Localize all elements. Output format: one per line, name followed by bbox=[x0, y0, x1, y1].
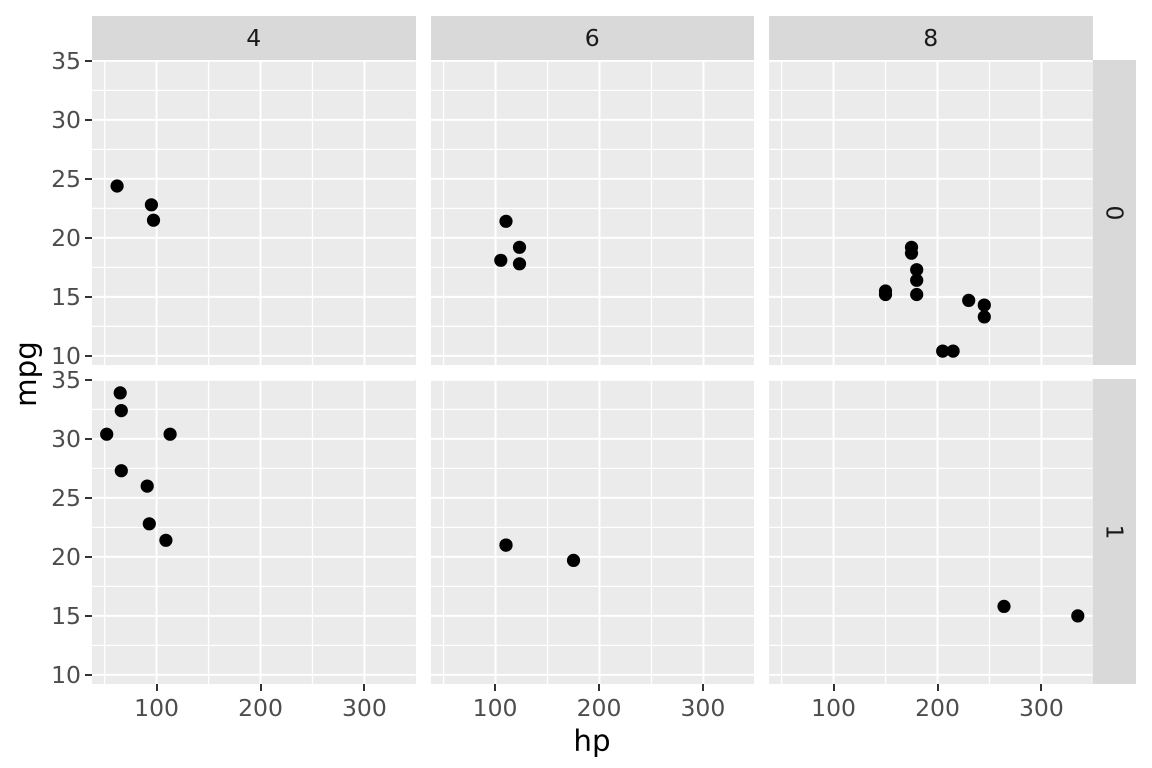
y-tick-mark bbox=[85, 177, 92, 180]
y-tick-label: 15 bbox=[51, 601, 81, 630]
x-tick-label: 300 bbox=[680, 694, 726, 722]
panel-plot-area bbox=[769, 60, 1093, 365]
data-point bbox=[114, 464, 128, 478]
data-point bbox=[977, 310, 991, 324]
data-point bbox=[146, 213, 161, 227]
data-point bbox=[512, 257, 526, 271]
x-tick-label: 200 bbox=[915, 694, 960, 722]
y-tick-mark bbox=[85, 295, 92, 298]
data-point bbox=[910, 273, 924, 287]
data-point bbox=[140, 479, 154, 493]
y-tick-mark bbox=[85, 614, 92, 617]
panel-plot-area bbox=[430, 379, 754, 684]
y-tick-label: 25 bbox=[51, 483, 81, 512]
y-tick-label: 35 bbox=[51, 365, 81, 394]
data-point bbox=[566, 553, 580, 567]
facet-col-strip-label: 8 bbox=[923, 24, 939, 52]
data-point bbox=[114, 404, 128, 418]
y-tick-mark bbox=[85, 437, 92, 440]
y-tick-label: 30 bbox=[51, 105, 81, 134]
y-tick-mark bbox=[85, 496, 92, 499]
x-tick-mark bbox=[598, 684, 600, 691]
data-point bbox=[110, 179, 124, 193]
y-tick-label: 15 bbox=[51, 282, 81, 311]
data-point bbox=[878, 287, 893, 302]
x-tick-mark bbox=[701, 684, 704, 691]
facet-panel-cyl6-am0 bbox=[430, 60, 754, 365]
panel-plot-area bbox=[769, 379, 1093, 684]
y-tick-mark bbox=[85, 673, 92, 676]
data-point bbox=[512, 240, 526, 254]
data-point bbox=[910, 287, 924, 302]
facet-row-strip-0: 0 bbox=[1092, 60, 1136, 365]
y-tick-mark bbox=[85, 236, 92, 239]
facet-col-strip-label: 4 bbox=[246, 24, 262, 52]
facet-row-strip-1: 1 bbox=[1092, 379, 1136, 684]
y-tick-label: 10 bbox=[51, 660, 81, 689]
x-tick-mark bbox=[832, 684, 835, 691]
y-tick-mark bbox=[85, 118, 92, 121]
facet-row-strip-label: 1 bbox=[1099, 524, 1128, 539]
facet-row-strip-label: 0 bbox=[1099, 205, 1128, 220]
x-axis-title: hp bbox=[573, 724, 611, 758]
data-point bbox=[977, 298, 991, 312]
x-tick-label: 300 bbox=[341, 694, 387, 722]
panel-plot-area bbox=[92, 379, 416, 684]
x-tick-label: 100 bbox=[811, 694, 856, 722]
y-tick-label: 35 bbox=[51, 46, 81, 75]
x-tick-label: 200 bbox=[238, 694, 283, 722]
x-tick-mark bbox=[494, 684, 497, 691]
y-tick-label: 25 bbox=[51, 164, 81, 193]
data-point bbox=[493, 253, 507, 267]
data-point bbox=[144, 198, 158, 212]
data-point bbox=[100, 427, 114, 441]
y-tick-mark bbox=[85, 378, 92, 381]
x-tick-label: 100 bbox=[134, 694, 179, 722]
x-tick-mark bbox=[936, 684, 939, 691]
facet-panel-cyl4-am1 bbox=[92, 379, 416, 684]
facet-col-strip-8: 8 bbox=[769, 16, 1093, 60]
data-point bbox=[163, 427, 177, 441]
facet-panel-cyl8-am1 bbox=[769, 379, 1093, 684]
x-tick-label: 300 bbox=[1018, 694, 1064, 722]
facet-col-strip-6: 6 bbox=[430, 16, 754, 60]
data-point bbox=[904, 240, 919, 254]
data-point bbox=[1071, 609, 1085, 623]
facet-panel-cyl4-am0 bbox=[92, 60, 416, 365]
data-point bbox=[962, 293, 976, 307]
x-tick-mark bbox=[1040, 684, 1043, 691]
x-tick-mark bbox=[155, 684, 158, 691]
data-point bbox=[498, 214, 513, 228]
panel-plot-area bbox=[92, 60, 416, 365]
y-tick-mark bbox=[85, 555, 92, 558]
data-point bbox=[113, 386, 127, 400]
facet-panel-cyl6-am1 bbox=[430, 379, 754, 684]
facet-col-strip-4: 4 bbox=[92, 16, 416, 60]
y-tick-mark bbox=[85, 59, 92, 62]
data-point bbox=[946, 344, 960, 358]
y-tick-mark bbox=[85, 354, 92, 357]
data-point bbox=[159, 533, 173, 547]
x-tick-mark bbox=[363, 684, 366, 691]
y-tick-label: 20 bbox=[51, 223, 81, 252]
y-tick-label: 20 bbox=[51, 542, 81, 571]
data-point bbox=[910, 263, 924, 277]
panel-plot-area bbox=[430, 60, 754, 365]
facet-col-strip-label: 6 bbox=[584, 24, 600, 52]
x-tick-label: 100 bbox=[472, 694, 518, 722]
x-tick-label: 200 bbox=[576, 694, 622, 722]
data-point bbox=[142, 517, 156, 531]
x-tick-mark bbox=[259, 684, 262, 691]
data-point bbox=[997, 599, 1011, 613]
y-tick-label: 30 bbox=[51, 424, 81, 453]
facet-panel-cyl8-am0 bbox=[769, 60, 1093, 365]
data-point bbox=[936, 344, 950, 358]
y-tick-label: 10 bbox=[51, 341, 81, 370]
data-point bbox=[498, 538, 513, 552]
